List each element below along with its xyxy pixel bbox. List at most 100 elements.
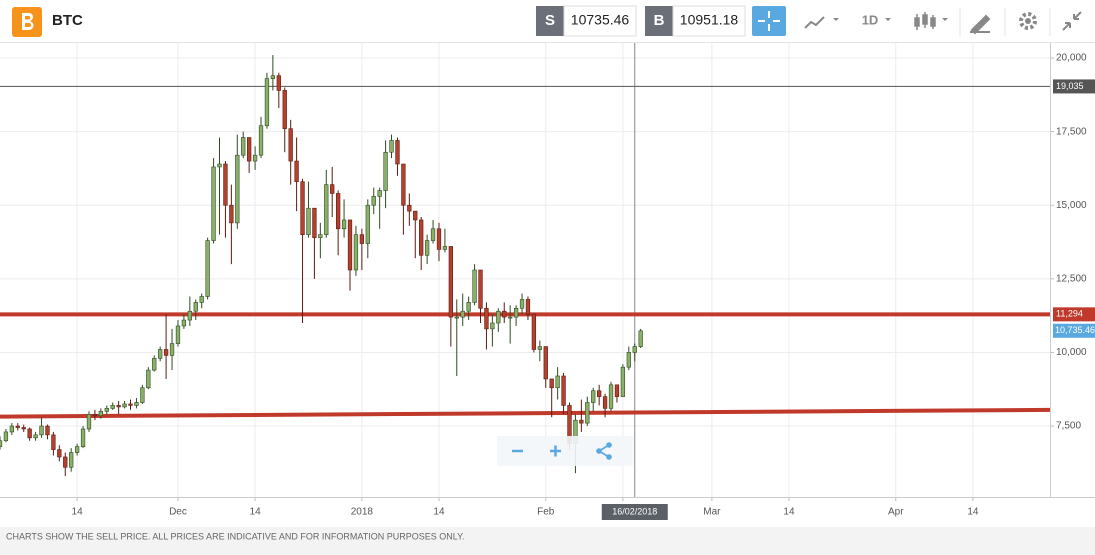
crosshair-tag xyxy=(601,504,668,520)
dropdown-caret xyxy=(942,18,948,21)
candle-body xyxy=(454,316,459,319)
x-tick-label: Mar xyxy=(703,507,721,518)
candle-body xyxy=(270,75,276,79)
dropdown-caret xyxy=(885,18,891,21)
sell-label: S xyxy=(545,12,555,29)
candle-body xyxy=(15,425,20,428)
candle-body xyxy=(116,405,121,408)
x-tick-label: 14 xyxy=(967,507,979,518)
candle-body xyxy=(86,413,92,430)
buy-label: B xyxy=(654,12,665,29)
x-tick-label: 14 xyxy=(783,507,795,518)
candle-body xyxy=(478,269,483,309)
settings-icon[interactable] xyxy=(1019,12,1037,30)
candle-body xyxy=(525,299,531,315)
x-tick-label: 2018 xyxy=(351,507,374,518)
candle-body xyxy=(21,427,26,430)
candle-body xyxy=(638,330,643,347)
candle-body xyxy=(614,384,620,397)
plot-area: 14Dec14201814Feb14Mar14Apr147,50010,0001… xyxy=(0,43,1095,520)
candle-body xyxy=(502,310,507,318)
draw-tool-icon[interactable] xyxy=(970,14,991,35)
candle-body xyxy=(217,163,222,168)
candle-body xyxy=(3,431,9,442)
candle-body xyxy=(104,408,109,412)
crosshair-button[interactable] xyxy=(752,6,786,36)
candle-body xyxy=(146,369,151,389)
candle-body xyxy=(537,346,542,350)
candle-body xyxy=(51,434,56,450)
candle-body xyxy=(424,240,430,256)
x-tick-label: Feb xyxy=(537,507,555,518)
candle-body xyxy=(561,375,566,406)
last-price-label: 10,735.46 xyxy=(1055,325,1095,335)
crosshair-tag-label: 16/02/2018 xyxy=(612,506,657,516)
x-tick-label: 14 xyxy=(72,507,84,518)
candle-body xyxy=(377,190,382,197)
candle-body xyxy=(519,299,525,309)
candle-body xyxy=(306,207,311,235)
candle-body xyxy=(389,140,394,153)
candle-body xyxy=(365,204,370,244)
candle-body xyxy=(472,269,477,303)
candle-body xyxy=(383,151,388,191)
candle-body xyxy=(294,160,299,182)
sell-badge[interactable] xyxy=(536,6,564,36)
line-chart-icon[interactable] xyxy=(804,16,825,29)
last-price-tag xyxy=(1053,323,1095,338)
candle-body xyxy=(63,456,68,468)
candle-type-icon[interactable] xyxy=(914,12,936,30)
candle-body xyxy=(134,402,139,406)
x-tick-label: Dec xyxy=(169,507,187,518)
candle-body xyxy=(312,207,317,238)
candle-body xyxy=(241,137,246,156)
settings-icon-core xyxy=(1025,18,1031,24)
candle-body xyxy=(152,358,157,371)
candle-body xyxy=(169,343,175,356)
candle-body xyxy=(466,302,471,312)
buy-box[interactable] xyxy=(672,5,746,37)
candle-body xyxy=(276,75,281,91)
price-tag xyxy=(1053,79,1095,94)
candle-body xyxy=(158,349,163,359)
candle-body xyxy=(39,425,44,436)
candle-body xyxy=(436,228,442,250)
price-tag xyxy=(1053,307,1095,322)
candle-body xyxy=(282,90,287,129)
sell-box[interactable] xyxy=(563,5,637,37)
x-tick-label: Apr xyxy=(888,507,904,518)
buy-badge[interactable] xyxy=(645,6,673,36)
symbol: BTC xyxy=(52,12,83,29)
collapse-icon[interactable] xyxy=(1062,11,1082,31)
candle-body xyxy=(98,411,103,417)
candle-body xyxy=(0,440,3,447)
candle-body xyxy=(223,163,228,206)
candle-body xyxy=(330,184,335,194)
candle-body xyxy=(371,196,376,206)
candle-body xyxy=(353,234,359,271)
y-tick-label: 20,000 xyxy=(1056,53,1087,64)
candle-body xyxy=(27,428,32,439)
candle-body xyxy=(442,246,448,250)
share-dot xyxy=(596,448,602,454)
candle-body xyxy=(163,349,169,356)
candle-body xyxy=(620,366,626,397)
interval[interactable]: 1D xyxy=(862,12,879,27)
candle-body xyxy=(9,425,15,433)
candle-body xyxy=(359,234,365,244)
candle-body xyxy=(490,322,495,330)
candle-body xyxy=(597,390,602,397)
coin-glyph xyxy=(22,13,34,30)
candle-body xyxy=(128,403,133,406)
candle-body xyxy=(549,378,554,389)
zoom-in-button[interactable] xyxy=(550,445,561,457)
candle-body xyxy=(211,166,216,241)
footer-bar xyxy=(0,527,1095,555)
candle-body xyxy=(229,204,234,224)
sell-price: 10735.46 xyxy=(571,12,630,28)
candle-body xyxy=(460,310,465,318)
candle-body xyxy=(413,210,418,221)
candle-body xyxy=(484,307,489,330)
candle-body xyxy=(187,310,192,321)
